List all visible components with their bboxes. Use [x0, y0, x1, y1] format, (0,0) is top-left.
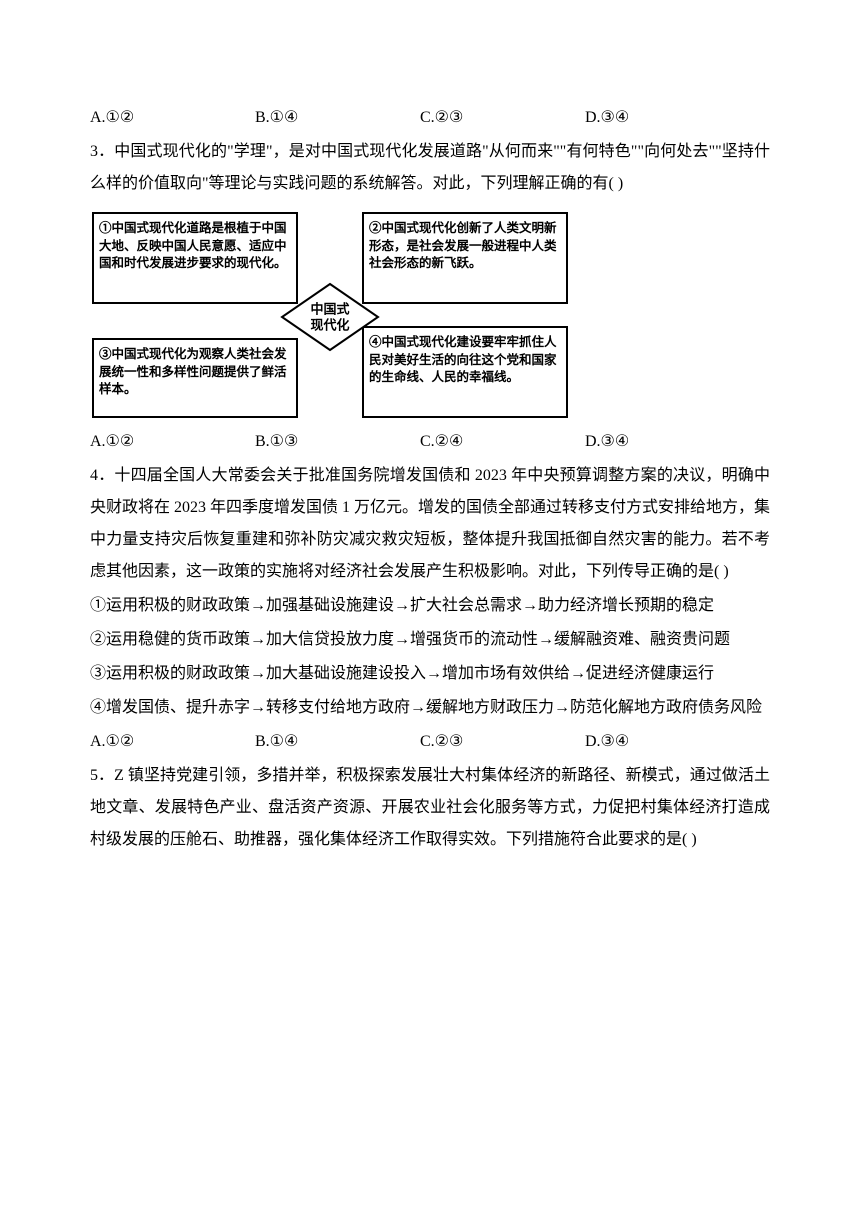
q3-option-c: C.②④ — [420, 426, 585, 458]
q4-option-d: D.③④ — [585, 726, 750, 758]
q3-diagram: ①中国式现代化道路是根植于中国大地、反映中国人民意愿、适应中国和时代发展进步要求… — [90, 210, 570, 420]
q4-item-4: ④增发国债、提升赤字→转移支付给地方政府→缓解地方财政压力→防范化解地方政府债务… — [90, 692, 770, 724]
q3-option-a: A.①② — [90, 426, 255, 458]
q3-option-d: D.③④ — [585, 426, 750, 458]
diagram-box-4: ④中国式现代化建设要牢牢抓住人民对美好生活的向往这个党和国家的生命线、人民的幸福… — [362, 326, 568, 418]
q2-options: A.①② B.①④ C.②③ D.③④ — [90, 102, 770, 134]
diagram-center-diamond: 中国式 现代化 — [280, 282, 380, 352]
q4-stem: 4．十四届全国人大常委会关于批准国务院增发国债和 2023 年中央预算调整方案的… — [90, 460, 770, 588]
diagram-center-line1: 中国式 — [310, 301, 349, 316]
q4-options: A.①② B.①④ C.②③ D.③④ — [90, 726, 770, 758]
q4-item-1: ①运用积极的财政政策→加强基础设施建设→扩大社会总需求→助力经济增长预期的稳定 — [90, 590, 770, 622]
q3-stem: 3．中国式现代化的"学理"，是对中国式现代化发展道路"从何而来""有何特色""向… — [90, 136, 770, 200]
diagram-box-2: ②中国式现代化创新了人类文明新形态，是社会发展一般进程中人类社会形态的新飞跃。 — [362, 212, 568, 304]
diagram-box-3: ③中国式现代化为观察人类社会发展统一性和多样性问题提供了鲜活样本。 — [92, 338, 298, 418]
diagram-center-text: 中国式 现代化 — [280, 301, 380, 332]
q3-option-b: B.①③ — [255, 426, 420, 458]
q5-stem: 5．Z 镇坚持党建引领，多措并举，积极探索发展壮大村集体经济的新路径、新模式，通… — [90, 760, 770, 856]
q2-option-c: C.②③ — [420, 102, 585, 134]
q2-option-d: D.③④ — [585, 102, 750, 134]
q2-option-b: B.①④ — [255, 102, 420, 134]
q3-options: A.①② B.①③ C.②④ D.③④ — [90, 426, 770, 458]
diagram-box-1: ①中国式现代化道路是根植于中国大地、反映中国人民意愿、适应中国和时代发展进步要求… — [92, 212, 298, 304]
q4-option-a: A.①② — [90, 726, 255, 758]
q4-option-b: B.①④ — [255, 726, 420, 758]
q2-option-a: A.①② — [90, 102, 255, 134]
q4-option-c: C.②③ — [420, 726, 585, 758]
q4-item-3: ③运用积极的财政政策→加大基础设施建设投入→增加市场有效供给→促进经济健康运行 — [90, 658, 770, 690]
diagram-center-line2: 现代化 — [310, 317, 349, 332]
q4-item-2: ②运用稳健的货币政策→加大信贷投放力度→增强货币的流动性→缓解融资难、融资贵问题 — [90, 624, 770, 656]
